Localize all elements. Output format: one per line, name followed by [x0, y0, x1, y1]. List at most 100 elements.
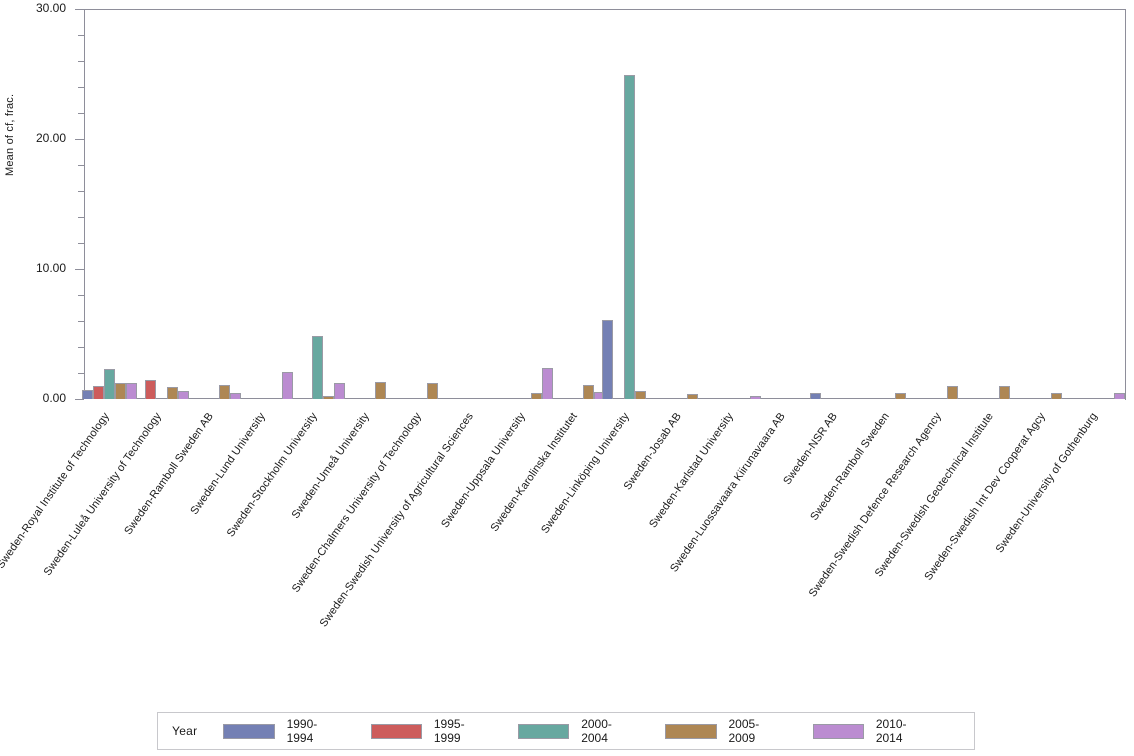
plot-right-edge — [1125, 9, 1126, 400]
bar — [998, 386, 1010, 399]
bar-group — [81, 9, 137, 399]
bar-group — [498, 9, 553, 399]
x-axis-label-text: Sweden-Luossavaara Kiirunavaara AB — [668, 410, 788, 575]
x-axis-label-text: Sweden-Ramboll Sweden AB — [122, 410, 216, 538]
bar — [125, 383, 137, 399]
y-axis-title: Mean of cf, frac. — [4, 93, 16, 176]
x-axis-label-text: Sweden-Umeå University — [289, 410, 372, 521]
bar — [103, 369, 115, 399]
bar — [281, 372, 293, 399]
y-tick-minor — [78, 347, 84, 348]
y-tick-label: 0.00 — [42, 391, 66, 405]
x-axis-label-text: Sweden-Karlstad University — [647, 410, 736, 531]
y-tick-label: 10.00 — [35, 261, 66, 275]
x-axis-label-text: Sweden-Swedish University of Agricultura… — [317, 410, 476, 630]
bar-group — [654, 9, 709, 399]
legend-label: 1995-1999 — [433, 717, 465, 745]
bar — [114, 382, 126, 399]
x-axis-label-text: Sweden-Karolinska Institutet — [488, 410, 580, 534]
x-axis-label-text: Sweden-Swedish Int Dev Cooperat Agcy — [922, 410, 1048, 583]
legend-label: 2005-2009 — [728, 717, 760, 745]
y-tick-minor — [78, 87, 84, 88]
x-axis-label-text: Sweden-Swedish Geotechnical Institute — [872, 410, 996, 580]
y-tick-label: 30.00 — [35, 1, 66, 15]
bar — [541, 367, 553, 399]
x-axis-label-text: Sweden-Royal Institute of Technology — [0, 410, 112, 571]
legend-item[interactable]: 1990-1994 — [223, 717, 340, 745]
bar-group — [758, 9, 813, 399]
bar — [530, 392, 542, 399]
legend-swatch — [370, 723, 422, 739]
bar-group — [446, 9, 501, 399]
bar-group — [966, 9, 1021, 399]
y-tick-major — [75, 9, 84, 10]
bar — [322, 395, 334, 399]
y-tick-major — [75, 269, 84, 270]
legend-title: Year — [172, 724, 198, 738]
bar — [144, 380, 156, 399]
bar-group — [342, 9, 397, 399]
bar — [634, 390, 646, 399]
bar — [81, 389, 93, 399]
y-tick-minor — [78, 295, 84, 296]
x-axis-label-text: Sweden-Linköping University — [539, 410, 632, 536]
y-tick-minor — [78, 321, 84, 322]
x-axis-label-text: Sweden-Josab AB — [621, 410, 684, 493]
legend-swatch — [223, 723, 275, 739]
legend-item[interactable]: 2000-2004 — [518, 717, 635, 745]
y-tick-minor — [78, 243, 84, 244]
bar-group — [914, 9, 969, 399]
bar — [311, 335, 323, 399]
x-axis-label-text: Sweden-NSR AB — [781, 410, 840, 488]
legend-item[interactable]: 2010-2014 — [812, 717, 930, 745]
bar — [749, 396, 761, 399]
bar — [946, 386, 958, 399]
bar-group — [862, 9, 917, 399]
bar-group — [706, 9, 761, 399]
bar-group — [186, 9, 241, 399]
bar — [166, 387, 178, 399]
bar — [426, 383, 438, 399]
bar — [623, 75, 635, 399]
x-axis-label-text: Sweden-Ramboll Sweden — [808, 410, 892, 523]
x-axis-label-text: Sweden-Chalmers University of Technology — [289, 410, 424, 595]
y-tick-minor — [78, 165, 84, 166]
bars-layer — [81, 9, 1125, 399]
y-tick-minor — [78, 113, 84, 114]
legend-items: 1990-1994 1995-1999 2000-2004 2005-2009 2010… — [223, 717, 960, 745]
bar-group — [290, 9, 345, 399]
bar-group — [601, 9, 657, 399]
bar — [1113, 392, 1125, 399]
legend-label: 2010-2014 — [875, 717, 907, 745]
x-axis-label-text: Sweden-University of Gothenburg — [993, 410, 1100, 556]
x-axis-label-text: Sweden-Stockholm University — [224, 410, 320, 540]
bar-group — [1018, 9, 1073, 399]
legend-item[interactable]: 1995-1999 — [370, 717, 488, 745]
bar — [177, 391, 189, 399]
bar — [809, 392, 821, 399]
y-tick-label: 20.00 — [35, 131, 66, 145]
legend-swatch — [665, 723, 717, 739]
legend-label: 2000-2004 — [581, 717, 612, 745]
bar-group — [394, 9, 449, 399]
y-tick-minor — [78, 191, 84, 192]
y-tick-major — [75, 399, 84, 400]
bar — [92, 386, 104, 399]
bar — [582, 384, 594, 399]
x-axis-label-text: Sweden-Uppsala University — [439, 410, 528, 531]
legend-item[interactable]: 2005-2009 — [665, 717, 782, 745]
bar — [1050, 392, 1062, 399]
legend-swatch — [812, 723, 864, 739]
legend: Year 1990-1994 1995-1999 2000-2004 2005-200… — [157, 712, 975, 750]
bar-group — [134, 9, 189, 399]
y-tick-minor — [78, 35, 84, 36]
bar-group — [809, 9, 865, 399]
bar — [218, 385, 230, 399]
y-tick-major — [75, 139, 84, 140]
plot-top-edge — [84, 9, 1126, 10]
legend-swatch — [518, 723, 570, 739]
y-tick-minor — [78, 373, 84, 374]
y-tick-minor — [78, 217, 84, 218]
x-axis-label-text: Sweden-Swedish Defence Research Agency — [806, 410, 944, 600]
